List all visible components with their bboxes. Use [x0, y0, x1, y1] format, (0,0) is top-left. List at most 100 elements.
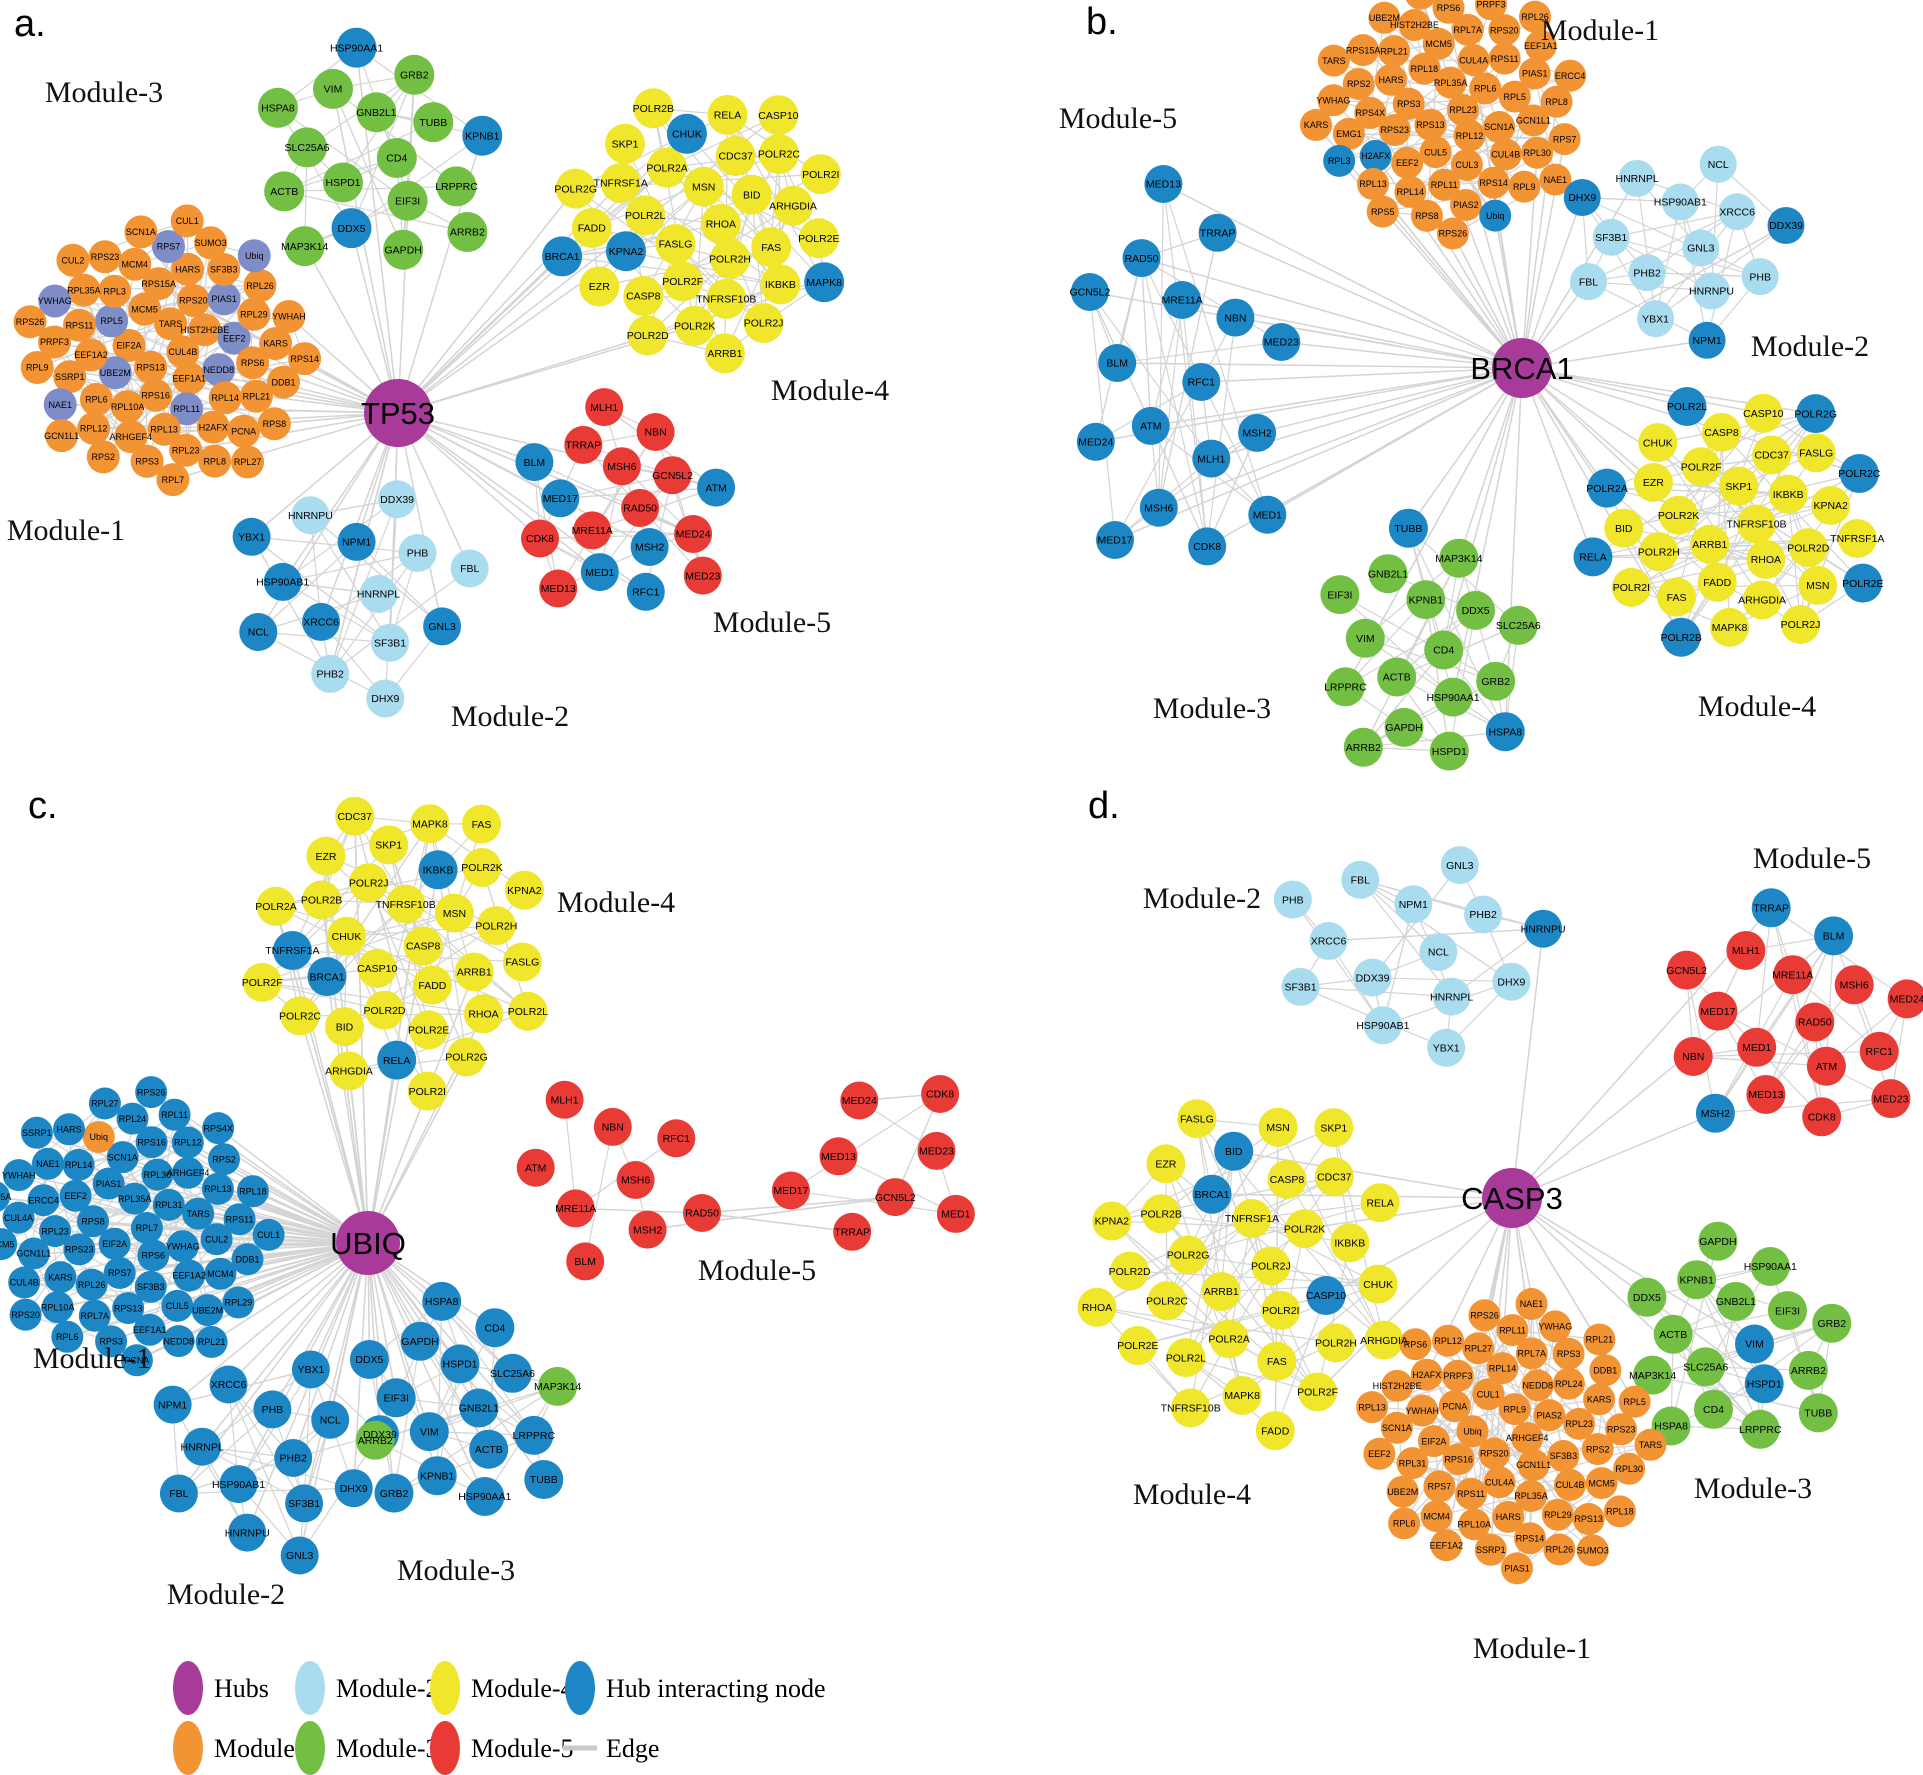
node-RPS11[interactable] — [63, 308, 96, 342]
node-HARS[interactable] — [1492, 1500, 1525, 1533]
node-PIAS2[interactable] — [1533, 1399, 1566, 1432]
node-FAS[interactable] — [1657, 577, 1697, 617]
node-TARS[interactable] — [1317, 44, 1350, 77]
node-MAPK8[interactable] — [410, 804, 450, 844]
node-GAPDH[interactable] — [383, 229, 424, 270]
node-UBE2M[interactable] — [191, 1294, 224, 1327]
node-PHB2[interactable] — [1464, 895, 1503, 934]
node-RHOA[interactable] — [464, 994, 503, 1034]
node-CUL1[interactable] — [1472, 1378, 1505, 1411]
node-POLR2C[interactable] — [1839, 454, 1879, 493]
node-CASP10[interactable] — [1743, 393, 1783, 433]
node-ATM[interactable] — [516, 1148, 555, 1187]
node-CUL4B[interactable] — [1554, 1468, 1586, 1501]
node-EEF1A1[interactable] — [1524, 29, 1557, 62]
node-TARS[interactable] — [1634, 1428, 1667, 1461]
node-MCM5[interactable] — [128, 292, 162, 326]
node-RPS11[interactable] — [1455, 1477, 1488, 1510]
node-NAE1[interactable] — [1539, 163, 1572, 196]
node-MED13[interactable] — [1746, 1075, 1786, 1114]
node-CUL2[interactable] — [56, 243, 90, 277]
node-RPS7[interactable] — [1548, 123, 1581, 156]
node-HSPA8[interactable] — [1485, 712, 1525, 752]
node-TARS[interactable] — [182, 1197, 215, 1230]
node-MED24[interactable] — [840, 1081, 879, 1120]
node-POLR2F[interactable] — [242, 962, 282, 1002]
node-TUBB[interactable] — [1798, 1393, 1838, 1433]
node-RFC1[interactable] — [657, 1119, 696, 1158]
node-RPL5[interactable] — [1618, 1385, 1651, 1418]
node-CHUK[interactable] — [1358, 1264, 1398, 1304]
node-SUMO3[interactable] — [1576, 1534, 1609, 1567]
node-SF3B1[interactable] — [1281, 967, 1320, 1006]
node-DDB1[interactable] — [231, 1243, 264, 1276]
node-GNB2L1[interactable] — [1368, 554, 1408, 594]
node-MED17[interactable] — [1096, 521, 1134, 559]
node-MSH6[interactable] — [1139, 488, 1178, 527]
node-RPS6[interactable] — [1399, 1328, 1432, 1361]
node-KPNB1[interactable] — [1677, 1260, 1717, 1300]
node-RPS4X[interactable] — [1354, 96, 1387, 129]
node-POLR2I[interactable] — [800, 154, 841, 195]
node-SKP1[interactable] — [1719, 466, 1759, 506]
node-NCL[interactable] — [239, 613, 278, 651]
node-PCNA[interactable] — [120, 1344, 153, 1377]
node-XRCC6[interactable] — [302, 602, 340, 641]
node-RPS6[interactable] — [137, 1239, 170, 1272]
node-GCN1L1[interactable] — [45, 419, 79, 453]
node-SCN1A[interactable] — [1483, 111, 1516, 143]
node-YWHAG[interactable] — [1317, 84, 1350, 117]
node-RPS20[interactable] — [1488, 14, 1521, 47]
node-RAD50[interactable] — [1795, 1002, 1835, 1042]
node-POLR2E[interactable] — [409, 1010, 449, 1050]
node-MSH2[interactable] — [630, 528, 669, 566]
node-MAP3K14[interactable] — [284, 226, 325, 267]
node-GRB2[interactable] — [374, 1473, 414, 1513]
node-MCM5[interactable] — [1585, 1467, 1618, 1500]
node-NBN[interactable] — [1216, 298, 1255, 337]
node-TUBB[interactable] — [524, 1460, 564, 1499]
node-RPL14[interactable] — [1486, 1352, 1519, 1385]
node-ERCC4[interactable] — [27, 1184, 60, 1217]
node-RPL7A[interactable] — [78, 1299, 111, 1332]
node-RPL31[interactable] — [1396, 1447, 1429, 1480]
node-UBE2M[interactable] — [1386, 1475, 1419, 1508]
node-CUL4B[interactable] — [166, 335, 200, 369]
node-HSP90AA1[interactable] — [1433, 677, 1473, 717]
node-ACTB[interactable] — [1377, 657, 1417, 697]
node-NBN[interactable] — [1673, 1037, 1713, 1076]
node-POLR2E[interactable] — [798, 218, 839, 259]
node-POLR2G[interactable] — [1796, 394, 1836, 434]
node-POLR2G[interactable] — [555, 168, 596, 209]
node-RPL9[interactable] — [20, 351, 54, 384]
node-EEF2[interactable] — [217, 321, 251, 355]
node-ARRB1[interactable] — [1690, 524, 1730, 564]
node-TRRAP[interactable] — [1751, 888, 1791, 928]
node-EIF2A[interactable] — [98, 1227, 131, 1260]
node-FBL[interactable] — [159, 1474, 198, 1513]
node-POLR2B[interactable] — [1141, 1194, 1181, 1234]
node-BID[interactable] — [325, 1007, 364, 1047]
hub-CASP3[interactable] — [1482, 1168, 1542, 1228]
node-POLR2A[interactable] — [1209, 1319, 1249, 1359]
node-EIF3I[interactable] — [1768, 1291, 1807, 1331]
node-RPL10A[interactable] — [111, 390, 145, 424]
node-HSP90AA1[interactable] — [465, 1477, 505, 1516]
node-ATM[interactable] — [697, 468, 736, 507]
node-LRPPRC[interactable] — [1740, 1409, 1780, 1449]
node-RPL29[interactable] — [222, 1286, 255, 1319]
node-RPL9[interactable] — [1498, 1393, 1531, 1426]
node-ARRB2[interactable] — [1343, 727, 1383, 767]
node-RPL18[interactable] — [236, 1175, 269, 1208]
node-FADD[interactable] — [1255, 1411, 1295, 1451]
node-POLR2E[interactable] — [1118, 1326, 1158, 1365]
node-RFC1[interactable] — [1182, 363, 1221, 401]
node-RPL26[interactable] — [1543, 1533, 1576, 1566]
node-RPS16[interactable] — [139, 378, 173, 412]
node-CUL5[interactable] — [161, 1289, 194, 1322]
node-CDK8[interactable] — [1802, 1097, 1842, 1137]
node-ARHGDIA[interactable] — [1742, 580, 1782, 620]
node-CUL1[interactable] — [170, 204, 204, 238]
node-PCNA[interactable] — [227, 414, 261, 448]
node-EEF2[interactable] — [59, 1179, 92, 1212]
